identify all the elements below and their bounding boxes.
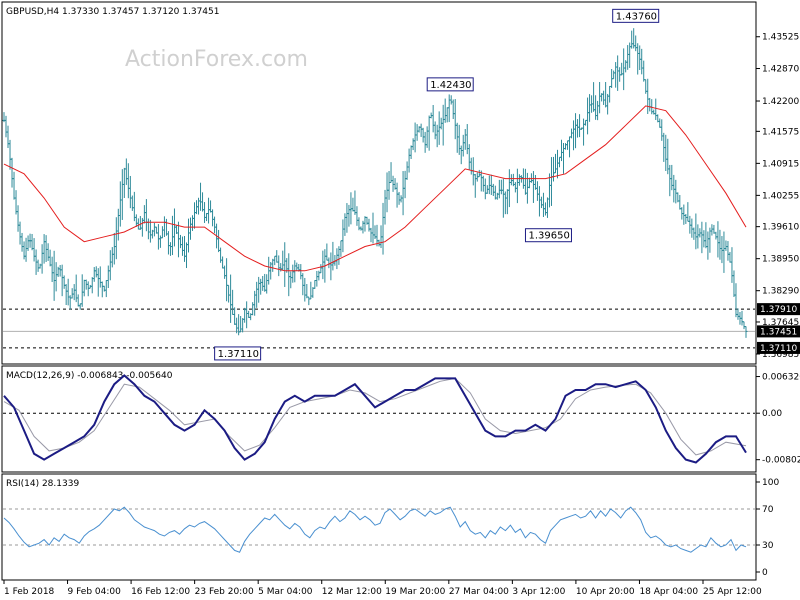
x-tick-label: 3 Apr 12:00 [512, 587, 565, 597]
price-annotation: 1.39650 [524, 228, 572, 243]
watermark: ActionForex.com [125, 47, 308, 72]
price-tick-label: 1.36985 [762, 350, 799, 360]
x-tick-label: 9 Feb 04:00 [68, 587, 122, 597]
annotation-label: 1.42430 [430, 80, 471, 91]
x-tick-label: 23 Feb 20:00 [195, 587, 254, 597]
price-title: GBPUSD,H4 1.37330 1.37457 1.37120 1.3745… [6, 7, 219, 17]
price-annotation: 1.37110 [214, 346, 262, 361]
annotation-box [214, 346, 262, 361]
price-y-axis: 1.43525 1.42870 1.42200 1.41575 1.40915 1.402… [756, 33, 799, 360]
price-tick-label: 1.42200 [762, 97, 799, 107]
macd-tick-label: -0.008022 [762, 456, 800, 466]
x-tick-label: 12 Mar 12:00 [322, 587, 382, 597]
price-tag-label: 1.37910 [760, 305, 797, 315]
x-tick-label: 25 Apr 12:00 [703, 587, 762, 597]
price-annotation: 1.43760 [612, 8, 660, 23]
price-tick-label: 1.41575 [762, 127, 799, 137]
price-annotations: 1.43760 1.42430 1.39650 1.37110 [214, 8, 660, 361]
price-tag: 1.37451 [757, 325, 800, 338]
x-tick-label: 19 Mar 20:00 [385, 587, 445, 597]
price-tag-box [757, 325, 800, 338]
rsi-tick-label: 100 [762, 478, 779, 488]
macd-y-axis: 0.006326 0.00 -0.008022 [756, 373, 800, 466]
time-x-axis: 1 Feb 2018 9 Feb 04:00 16 Feb 12:00 23 Feb … [3, 580, 762, 597]
rsi-level-lines [3, 508, 755, 546]
ohlc-bar [744, 326, 748, 338]
x-tick-label: 16 Feb 12:00 [131, 587, 190, 597]
x-tick-label: 27 Mar 04:00 [449, 587, 509, 597]
rsi-tick-label: 30 [762, 541, 774, 551]
price-tick-label: 1.43525 [762, 33, 799, 43]
price-tag-label: 1.37110 [760, 344, 797, 354]
annotation-label: 1.39650 [528, 231, 569, 242]
x-tick-label: 10 Apr 20:00 [576, 587, 635, 597]
moving-average-line [3, 105, 747, 272]
macd-tick-label: 0.00 [762, 409, 782, 419]
macd-line [3, 374, 747, 464]
price-tick-label: 1.38950 [762, 255, 799, 265]
price-tick-label: 1.39610 [762, 223, 799, 233]
price-tag: 1.37910 [757, 303, 800, 316]
price-tick-label: 1.40255 [762, 191, 799, 201]
price-pane-frame [1, 1, 757, 365]
annotation-label: 1.37110 [218, 349, 259, 360]
annotation-box [524, 228, 572, 243]
rsi-tick-label: 0 [762, 568, 768, 578]
price-tick-label: 1.40915 [762, 159, 799, 169]
price-tag-box [757, 341, 800, 354]
price-tags: 1.37451 1.37910 1.37110 [757, 303, 800, 354]
macd-tick-label: 0.006326 [762, 373, 800, 383]
price-tag-label: 1.37451 [760, 327, 797, 337]
x-tick-label: 1 Feb 2018 [4, 587, 55, 597]
rsi-y-axis: 100 70 30 0 [756, 478, 779, 578]
rsi-tick-label: 70 [762, 505, 774, 515]
price-tick-label: 1.38290 [762, 287, 799, 297]
price-tag-box [757, 303, 800, 316]
annotation-box [612, 8, 660, 23]
macd-pane-frame [1, 365, 757, 473]
annotation-box [426, 77, 474, 92]
price-annotation: 1.42430 [426, 77, 474, 92]
macd-title: MACD(12,26,9) -0.006843 -0.005640 [6, 371, 173, 381]
rsi-pane-frame [1, 473, 757, 581]
rsi-line [3, 506, 747, 553]
x-tick-label: 18 Apr 04:00 [639, 587, 698, 597]
rsi-title: RSI(14) 28.1339 [6, 479, 79, 489]
price-tag: 1.37110 [757, 341, 800, 354]
annotation-label: 1.43760 [616, 11, 657, 22]
price-tick-label: 1.42870 [762, 65, 799, 75]
price-tick-label: 1.37645 [762, 318, 799, 328]
price-level-lines [3, 308, 755, 349]
x-tick-label: 5 Mar 04:00 [258, 587, 313, 597]
